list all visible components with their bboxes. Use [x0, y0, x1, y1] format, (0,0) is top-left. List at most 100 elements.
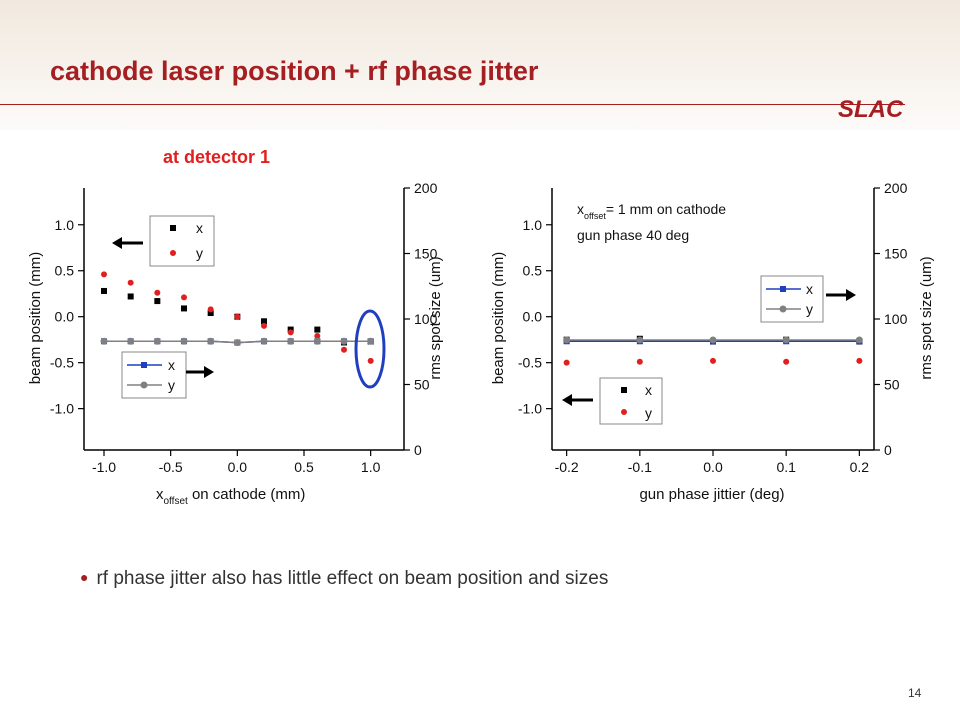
data-point-y [154, 289, 161, 296]
data-point-size-x [783, 338, 790, 345]
data-point-y [367, 357, 374, 364]
header-banner [0, 0, 960, 130]
data-point-x [207, 310, 214, 317]
data-point-size-x [207, 338, 214, 345]
arrow-to-left-axis [112, 237, 143, 249]
arrow-to-right-axis [186, 366, 214, 378]
x-tick-label: 0.2 [850, 459, 870, 475]
legend-x-label: x [196, 220, 203, 236]
data-point-size-x [856, 338, 863, 345]
annotation-gun-phase: gun phase 40 deg [577, 227, 689, 243]
legend-size-y-label: y [168, 377, 175, 393]
x-tick-label: 1.0 [361, 459, 381, 475]
data-point-y [101, 271, 107, 278]
annotation-offset-sub: offset [584, 211, 606, 221]
data-point-size-x [261, 338, 267, 345]
legend-x-label-right: x [645, 382, 652, 398]
data-point-y [636, 358, 643, 365]
legend-x-marker-right [621, 387, 627, 393]
data-point-size-x [127, 338, 134, 345]
y-tick-label: 0.0 [523, 309, 543, 325]
data-point-x [783, 336, 790, 343]
y2-axis-label-right: rms spot size (um) [918, 256, 935, 379]
data-point-size-x [341, 338, 347, 345]
legend-size-x-marker-right [780, 286, 786, 292]
slac-logo: SLAC [838, 96, 904, 123]
legend-y-marker-right [621, 409, 627, 415]
slac-logo-text: SLAC [838, 96, 904, 123]
data-point-size-x [101, 338, 107, 345]
legend-size-x-label-right: x [806, 281, 813, 297]
bullet-dot-icon: ● [80, 569, 89, 585]
title-rule [0, 104, 905, 105]
data-point-y [563, 359, 570, 366]
bullet-point: ● rf phase jitter also has little effect … [80, 568, 608, 590]
data-point-y [127, 279, 134, 286]
data-point-size-x [563, 338, 570, 345]
x-axis-label-left-sub: offset [164, 496, 188, 507]
data-point-x [314, 326, 321, 333]
data-point-size-y [313, 337, 321, 345]
data-point-y [341, 346, 347, 353]
data-point-x [367, 338, 374, 345]
y-tick-label: 1.0 [523, 217, 543, 233]
data-point-size-y [100, 337, 108, 345]
x-tick-label: -0.1 [628, 459, 652, 475]
y-tick-label: -1.0 [518, 401, 542, 417]
legend-size-y-marker [140, 381, 148, 389]
y2-tick-label: 200 [884, 180, 908, 196]
data-point-size-x [636, 338, 643, 345]
data-point-size-y [127, 337, 135, 345]
x-tick-label: 0.0 [228, 459, 248, 475]
data-point-y [287, 329, 294, 336]
subtitle: at detector 1 [163, 147, 271, 167]
data-point-size-y [260, 337, 268, 345]
y-tick-label: -0.5 [518, 355, 542, 371]
data-point-size-x [154, 338, 161, 345]
data-point-size-y [207, 337, 215, 345]
data-point-x [234, 313, 241, 320]
page-number: 14 [908, 686, 922, 700]
data-point-size-y [563, 336, 571, 344]
y2-axis-label-left: rms spot size (um) [427, 256, 444, 379]
x-tick-label: -0.2 [555, 459, 579, 475]
legend-x-marker [170, 225, 176, 231]
y2-tick-label: 0 [414, 442, 422, 458]
data-point-y [207, 306, 214, 313]
legend-size-y-label-right: y [806, 301, 813, 317]
data-point-x [710, 338, 716, 345]
series-x-size-line [104, 340, 371, 344]
data-point-size-y [367, 337, 375, 345]
y-tick-label: 0.5 [55, 263, 75, 279]
data-point-size-y [636, 336, 644, 344]
data-point-size-y [153, 337, 161, 345]
annotation-offset-main: x [577, 201, 584, 217]
data-point-y [314, 333, 321, 340]
legend-size-y-marker-right [779, 305, 787, 313]
y2-tick-label: 0 [884, 442, 892, 458]
legend-left-axis-left: x y [149, 215, 215, 267]
legend-y-label: y [196, 245, 203, 261]
y2-tick-label: 150 [884, 246, 908, 262]
data-point-size-x [181, 338, 187, 345]
x-axis-label-right: gun phase jittier (deg) [639, 486, 784, 503]
data-point-x [181, 305, 187, 312]
y2-tick-label: 50 [884, 377, 900, 393]
data-point-size-y [782, 336, 790, 344]
data-point-size-y [709, 336, 717, 344]
x-tick-label: -0.5 [159, 459, 183, 475]
data-point-size-x [314, 338, 321, 345]
data-point-x [856, 338, 863, 345]
legend-right-axis-left: x y [121, 351, 187, 399]
legend-y-label-right: y [645, 405, 652, 421]
data-point-size-x [234, 339, 241, 346]
data-point-size-y [287, 337, 295, 345]
y-tick-label: 0.0 [55, 309, 75, 325]
annotation-offset: xoffset= 1 mm on cathode [577, 201, 726, 221]
data-point-x [261, 318, 267, 325]
data-point-x [636, 335, 643, 342]
data-point-size-y [233, 339, 241, 347]
data-point-size-x [287, 338, 294, 345]
x-tick-label: 0.0 [703, 459, 723, 475]
